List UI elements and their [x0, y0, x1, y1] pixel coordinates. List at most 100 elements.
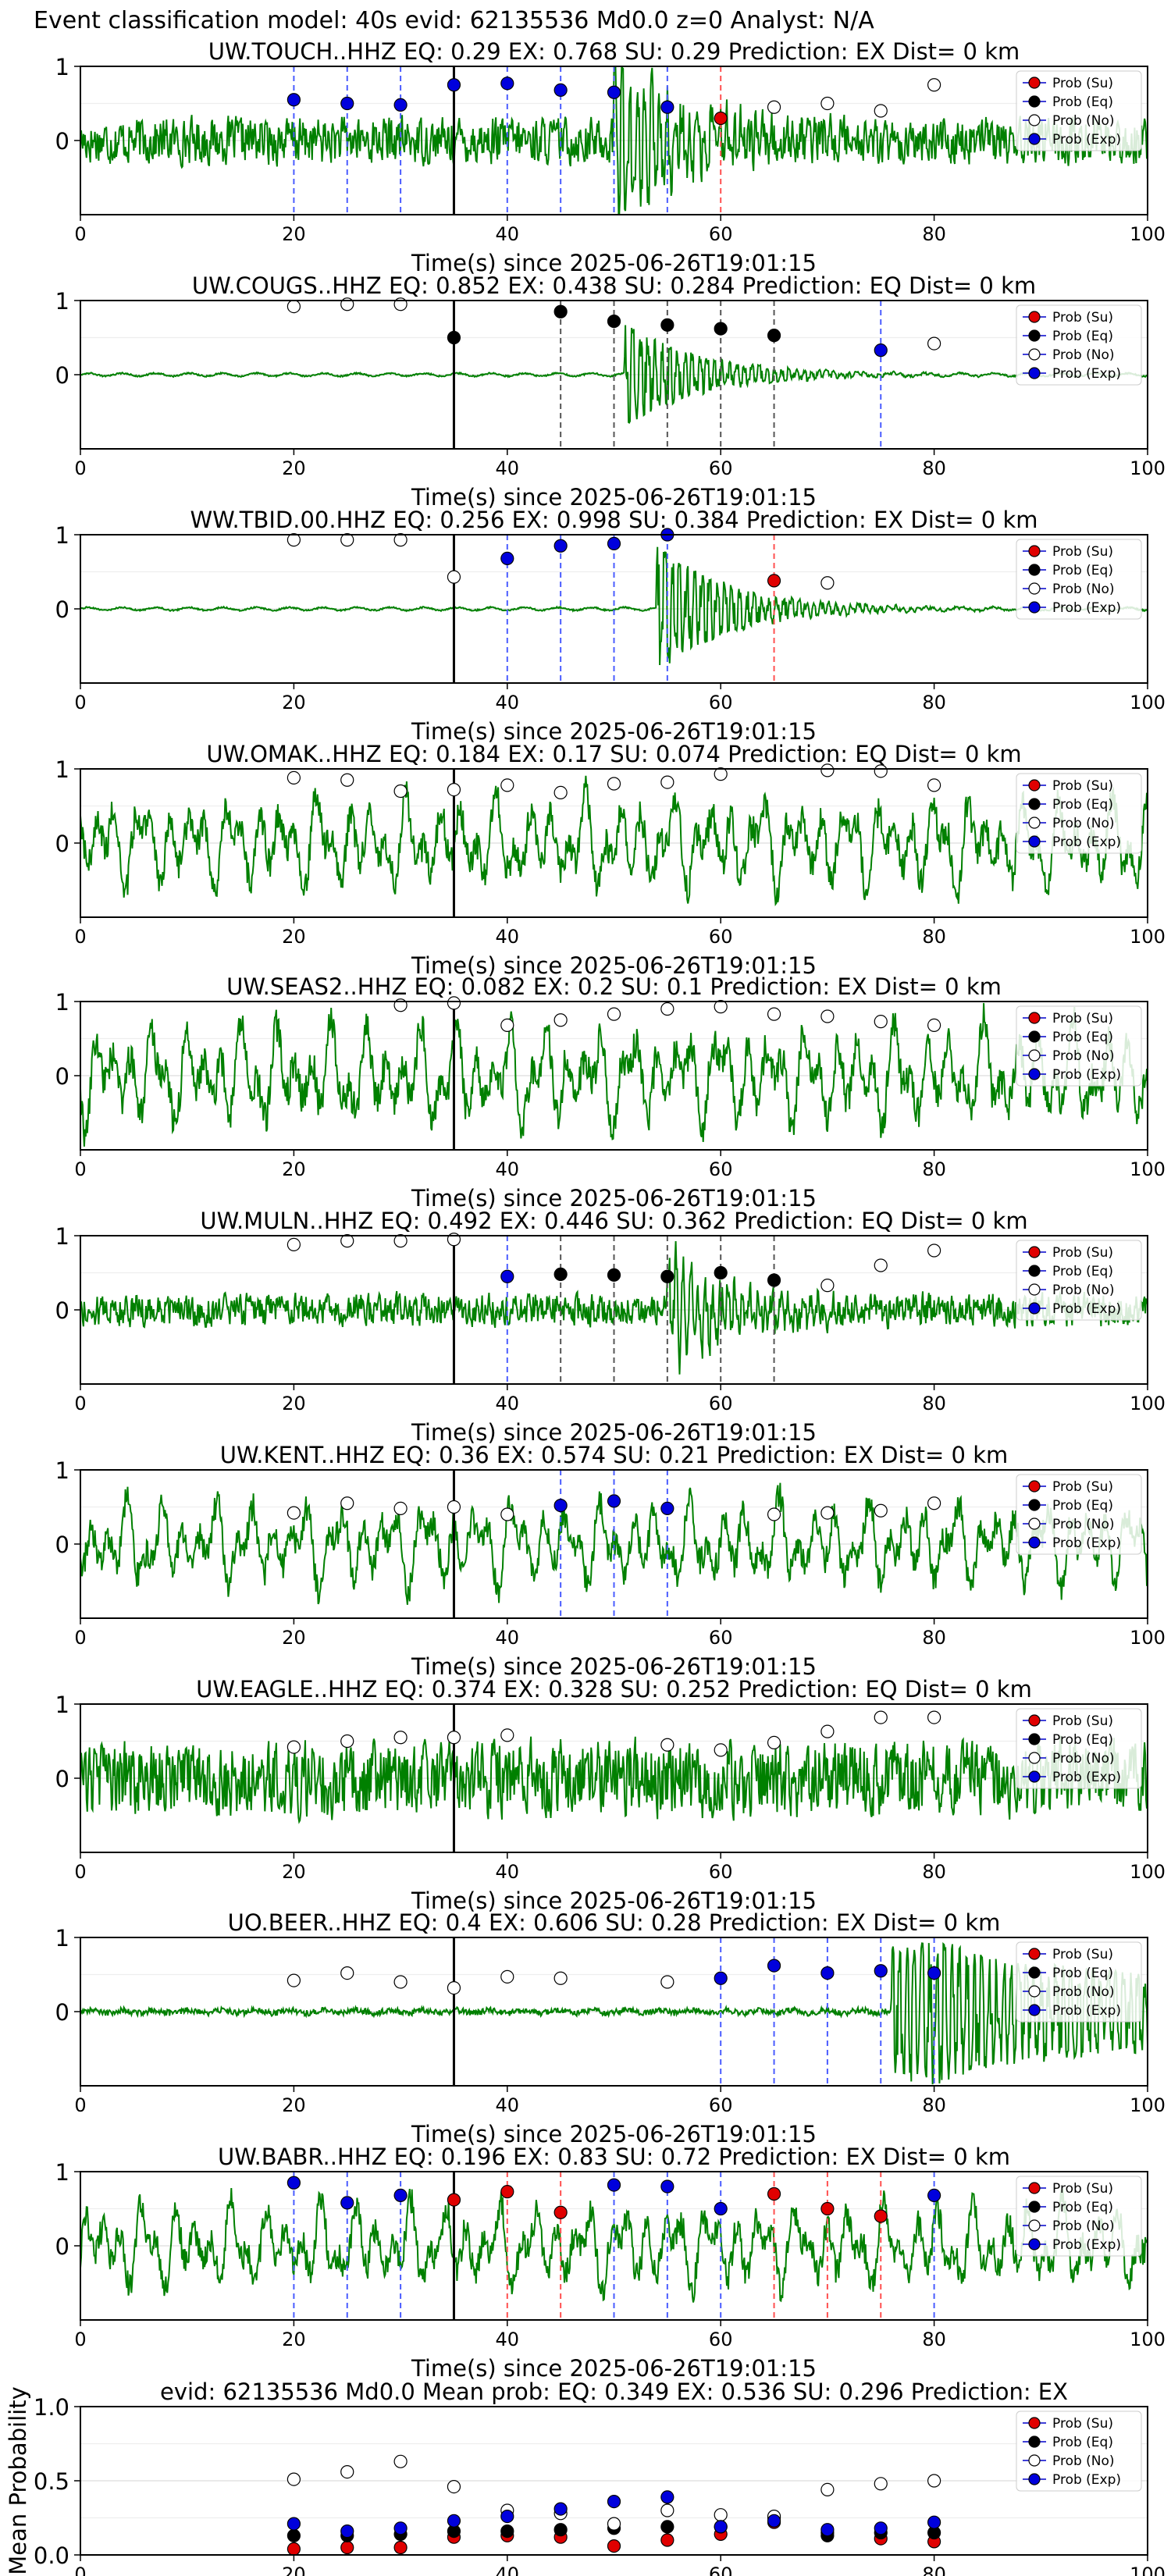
prob-marker-no: [500, 1969, 514, 1984]
mean-prob-marker-exp: [714, 2520, 728, 2534]
prob-marker-eq: [607, 1268, 621, 1282]
prob-marker-su: [767, 2186, 781, 2201]
legend-box: [1016, 1240, 1142, 1321]
prob-marker-eq: [447, 330, 461, 345]
legend-label: Prob (Exp): [1052, 2472, 1121, 2488]
x-tick-label: 40: [496, 692, 520, 713]
prob-marker-no: [553, 1971, 568, 1985]
legend-box: [1016, 1005, 1142, 1087]
y-tick-label: 1: [55, 1925, 69, 1952]
waveform-trace: [80, 1735, 1148, 1824]
mean-prob-marker-su: [607, 2539, 621, 2553]
legend-marker-su: [1028, 1714, 1041, 1727]
x-tick-label: 20: [282, 1861, 306, 1883]
legend-label: Prob (No): [1052, 347, 1115, 363]
prob-marker-exp: [714, 1971, 728, 1985]
x-axis-label: Time(s) since 2025-06-26T19:01:15: [411, 484, 817, 511]
legend-marker-exp: [1028, 835, 1041, 848]
x-tick-label: 100: [1130, 1393, 1166, 1414]
x-tick-label: 60: [709, 2564, 733, 2576]
prob-marker-no: [287, 1973, 301, 1987]
prob-marker-su: [767, 574, 781, 588]
x-tick-label: 100: [1130, 223, 1166, 245]
legend-label: Prob (Exp): [1052, 600, 1121, 616]
legend-label: Prob (Su): [1052, 1479, 1113, 1495]
x-tick-label: 80: [922, 1861, 946, 1883]
legend-label: Prob (Su): [1052, 1713, 1113, 1729]
prob-marker-no: [660, 1738, 674, 1752]
waveform-trace: [80, 2187, 1148, 2303]
legend-label: Prob (Eq): [1052, 1030, 1113, 1045]
x-tick-label: 80: [922, 1393, 946, 1414]
x-axis-label: Time(s) since 2025-06-26T19:01:15: [411, 1653, 817, 1680]
mean-prob-marker-eq: [660, 2520, 674, 2534]
x-tick-label: 100: [1130, 1627, 1166, 1649]
prob-marker-no: [340, 533, 354, 547]
prob-marker-no: [820, 763, 835, 777]
prob-marker-no: [927, 1018, 941, 1033]
prob-marker-no: [660, 1002, 674, 1016]
legend-label: Prob (Eq): [1052, 329, 1113, 344]
prob-marker-no: [340, 773, 354, 787]
x-axis-label: Time(s) since 2025-06-26T19:01:15: [411, 2121, 817, 2147]
legend: Prob (Su) Prob (Eq) Prob (No) Prob (Exp): [1016, 1708, 1142, 1789]
mean-prob-marker-eq: [500, 2524, 514, 2539]
prob-marker-su: [820, 2201, 835, 2216]
legend-label: Prob (Eq): [1052, 1732, 1113, 1748]
prob-marker-no: [340, 1734, 354, 1749]
legend-marker-su: [1028, 2417, 1041, 2429]
x-tick-label: 60: [709, 2329, 733, 2350]
x-tick-label: 0: [74, 692, 86, 713]
prob-marker-exp: [340, 96, 354, 111]
prob-marker-su: [447, 2193, 461, 2207]
prob-marker-eq: [767, 329, 781, 343]
y-tick-label: 0: [55, 1297, 69, 1324]
x-tick-label: 40: [496, 1861, 520, 1883]
x-tick-label: 40: [496, 457, 520, 479]
prob-marker-no: [447, 1500, 461, 1514]
mean-prob-marker-no: [340, 2465, 354, 2479]
x-tick-label: 60: [709, 926, 733, 948]
legend-marker-no: [1028, 582, 1041, 595]
legend-marker-exp: [1028, 1068, 1041, 1080]
x-tick-label: 40: [496, 1627, 520, 1649]
prob-marker-su: [714, 111, 728, 126]
legend-label: Prob (No): [1052, 1984, 1115, 2000]
mean-prob-marker-no: [820, 2482, 835, 2496]
legend-label: Prob (Su): [1052, 310, 1113, 326]
x-tick-label: 60: [709, 457, 733, 479]
x-tick-label: 40: [496, 2329, 520, 2350]
legend-label: Prob (No): [1052, 1048, 1115, 1064]
prob-marker-no: [447, 570, 461, 584]
prob-marker-no: [287, 300, 301, 314]
x-tick-label: 80: [922, 2564, 946, 2576]
prob-marker-no: [393, 533, 408, 547]
legend-marker-no: [1028, 2219, 1041, 2232]
legend-marker-eq: [1028, 2435, 1041, 2448]
legend-label: Prob (No): [1052, 2218, 1115, 2234]
chart-panel-11: evid: 62135536 Md0.0 Mean prob: EQ: 0.34…: [5, 2379, 1166, 2576]
prob-marker-no: [927, 1496, 941, 1510]
prob-marker-exp: [927, 1966, 941, 1980]
y-tick-label: 0: [55, 1999, 69, 2026]
mean-prob-marker-exp: [767, 2514, 781, 2528]
mean-prob-marker-no: [287, 2472, 301, 2486]
legend-box: [1016, 1708, 1142, 1789]
mean-prob-marker-no: [714, 2508, 728, 2522]
prob-marker-exp: [393, 2188, 408, 2202]
x-tick-label: 60: [709, 1861, 733, 1883]
chart-panel-4: UW.OMAK..HHZ EQ: 0.184 EX: 0.17 SU: 0.07…: [55, 741, 1166, 979]
prob-marker-no: [660, 1975, 674, 1989]
x-tick-label: 40: [496, 1393, 520, 1414]
prob-marker-no: [287, 533, 301, 547]
legend-marker-eq: [1028, 95, 1041, 108]
prob-marker-exp: [607, 536, 621, 551]
legend: Prob (Su) Prob (Eq) Prob (No) Prob (Exp): [1016, 773, 1142, 854]
prob-marker-su: [874, 2209, 888, 2223]
legend-label: Prob (No): [1052, 1283, 1115, 1298]
chart-title: WW.TBID.00.HHZ EQ: 0.256 EX: 0.998 SU: 0…: [190, 507, 1038, 533]
prob-marker-exp: [820, 1966, 835, 1980]
y-tick-label: 0: [55, 1532, 69, 1558]
y-tick-label: 1.0: [34, 2394, 69, 2421]
